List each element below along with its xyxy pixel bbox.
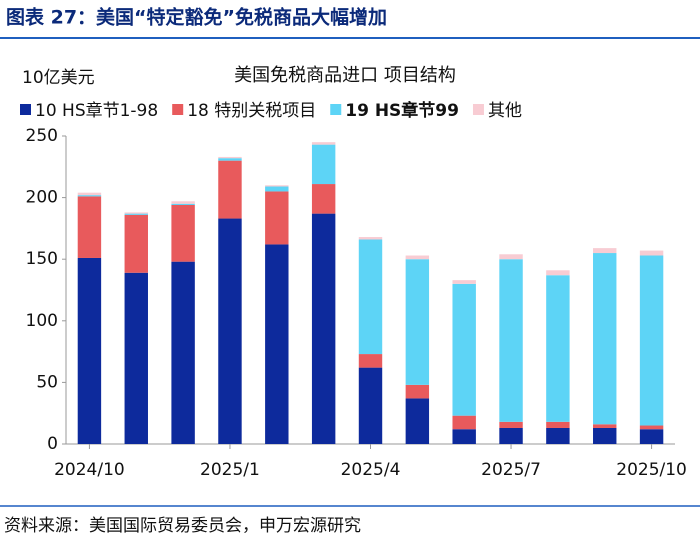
y-tick-label: 50 [36, 372, 58, 392]
bar-segment [405, 255, 430, 260]
bar-segment [265, 244, 289, 444]
x-tick-label: 2024/10 [54, 460, 125, 480]
bar-segment [405, 259, 430, 385]
bar-segment [218, 156, 242, 159]
bar-segment [77, 192, 102, 196]
bar-segment [265, 186, 289, 192]
bar-segment [593, 248, 617, 254]
bar-segment [639, 255, 664, 426]
bar-segment [77, 195, 102, 197]
legend-label: 10 HS章节1-98 [35, 101, 158, 121]
bar-segment [499, 259, 523, 422]
x-tick-label: 2025/1 [200, 460, 260, 480]
y-tick-label: 100 [26, 311, 58, 331]
bar-segment [218, 158, 242, 161]
legend-label: 其他 [488, 101, 522, 121]
bar-segment [124, 272, 148, 444]
bar-segment [171, 203, 195, 205]
bar-segment [124, 212, 148, 214]
bar-segment [77, 196, 102, 258]
bar-segment [546, 275, 570, 422]
bar-segment [171, 204, 195, 262]
bar-segment [405, 384, 430, 399]
bar-segment [639, 429, 664, 444]
bar-segment [358, 367, 383, 444]
legend-swatch [472, 104, 484, 115]
bar-segment [639, 425, 664, 430]
bar-segment [124, 213, 148, 215]
legend-swatch [20, 104, 31, 115]
bar-segment [452, 280, 476, 284]
bar-segment [311, 144, 336, 185]
y-axis-label: 10亿美元 [22, 68, 95, 88]
bar-segment [546, 427, 570, 444]
bar-segment [452, 283, 476, 416]
figure-title: 图表 27：美国“特定豁免”免税商品大幅增加 [6, 6, 387, 29]
bar-segment [639, 250, 664, 256]
bar-segment [265, 191, 289, 245]
bar-segment [171, 201, 195, 204]
bar-segment [593, 427, 617, 444]
bar-segment [218, 160, 242, 219]
bar-segment [593, 424, 617, 428]
bar-segment [452, 429, 476, 444]
legend-label: 18 特别关税项目 [187, 101, 316, 121]
chart-title: 美国免税商品进口 项目结构 [234, 65, 456, 86]
y-tick-label: 0 [47, 434, 58, 454]
bar-segment [405, 398, 430, 444]
bar-segment [218, 218, 242, 444]
y-tick-label: 250 [26, 126, 58, 146]
x-tick-label: 2025/4 [341, 460, 401, 480]
legend-swatch [330, 104, 342, 115]
bar-segment [499, 427, 523, 444]
source-note: 资料来源：美国国际贸易委员会，申万宏源研究 [4, 516, 361, 536]
bar-segment [499, 421, 523, 428]
bar-segment [499, 254, 523, 260]
bar-segment [358, 354, 383, 368]
bar-segment [265, 185, 289, 187]
bar-segment [358, 239, 383, 355]
bar-segment [311, 184, 336, 214]
bar-segment [171, 261, 195, 444]
bar-segment [593, 253, 617, 425]
legend-label: 19 HS章节99 [345, 100, 459, 121]
bar-segment [124, 214, 148, 273]
y-tick-label: 150 [26, 249, 58, 269]
bar-segment [77, 257, 102, 444]
bar-segment [452, 415, 476, 430]
x-tick-label: 2025/10 [616, 460, 687, 480]
bar-segment [311, 213, 336, 444]
bar-segment [546, 421, 570, 428]
bar-segment [546, 270, 570, 276]
y-tick-label: 200 [26, 188, 58, 208]
x-tick-label: 2025/7 [481, 460, 541, 480]
legend-swatch [172, 104, 184, 115]
bar-segment [311, 142, 336, 145]
bar-segment [358, 237, 383, 240]
